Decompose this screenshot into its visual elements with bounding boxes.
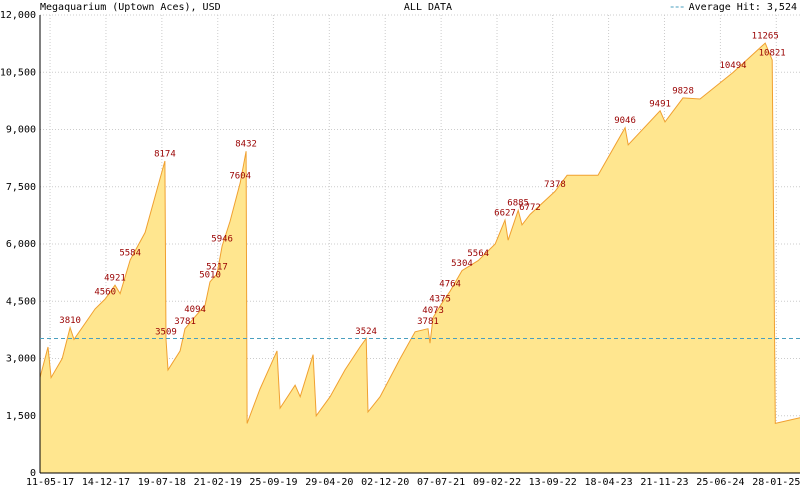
x-tick-label: 21-02-19	[194, 477, 242, 488]
value-label: 3781	[174, 317, 196, 327]
x-tick-label: 21-11-23	[640, 477, 688, 488]
chart-subtitle: ALL DATA	[404, 2, 452, 13]
x-tick-label: 13-09-22	[529, 477, 577, 488]
x-tick-label: 18-04-23	[584, 477, 632, 488]
y-tick-label: 12,000	[0, 10, 36, 21]
value-label: 4921	[104, 274, 126, 284]
value-label: 4764	[439, 280, 461, 290]
x-tick-label: 25-09-19	[249, 477, 297, 488]
x-tick-label: 09-02-22	[473, 477, 521, 488]
legend-value: 3,524	[767, 2, 797, 13]
value-label: 9491	[649, 99, 671, 109]
legend-label: Average Hit:	[689, 2, 761, 13]
value-label: 4560	[94, 287, 116, 297]
value-label: 9046	[614, 116, 636, 126]
value-label: 8174	[154, 150, 176, 160]
value-label: 5010	[199, 270, 221, 280]
y-tick-label: 7,500	[6, 182, 36, 193]
value-label: 6885	[507, 199, 529, 209]
x-tick-label: 02-12-20	[361, 477, 409, 488]
value-label: 5217	[206, 262, 228, 272]
value-label: 5946	[211, 235, 233, 245]
value-label: 5584	[119, 248, 141, 258]
x-tick-label: 07-07-21	[417, 477, 465, 488]
value-label: 3810	[59, 316, 81, 326]
value-label: 10821	[759, 48, 786, 58]
x-tick-label: 25-06-24	[696, 477, 744, 488]
value-label: 5304	[451, 259, 473, 269]
chart-title: Megaquarium (Uptown Aces), USD	[40, 2, 221, 13]
value-label: 9828	[672, 86, 694, 96]
y-tick-label: 3,000	[6, 354, 36, 365]
x-tick-label: 11-05-17	[26, 477, 74, 488]
y-tick-label: 1,500	[6, 411, 36, 422]
value-label: 3524	[355, 327, 377, 337]
value-label: 7378	[544, 180, 566, 190]
value-label: 6772	[519, 203, 541, 213]
value-label: 8432	[235, 140, 257, 150]
y-tick-label: 6,000	[6, 239, 36, 250]
value-label: 3509	[155, 328, 177, 338]
value-label: 10494	[719, 61, 746, 71]
value-label: 4094	[184, 305, 206, 315]
value-label: 3781	[417, 317, 439, 327]
y-tick-label: 0	[30, 468, 36, 479]
y-tick-label: 9,000	[6, 125, 36, 136]
value-label: 5564	[467, 249, 489, 259]
value-label: 4073	[422, 306, 444, 316]
y-tick-label: 10,500	[0, 67, 36, 78]
x-tick-label: 14-12-17	[82, 477, 130, 488]
x-tick-label: 19-07-18	[138, 477, 186, 488]
x-tick-label: 28-01-25	[752, 477, 800, 488]
x-tick-label: 29-04-20	[305, 477, 353, 488]
value-label: 11265	[752, 32, 779, 42]
value-label: 4375	[429, 295, 451, 305]
area	[40, 43, 800, 473]
y-tick-label: 4,500	[6, 296, 36, 307]
value-label: 6627	[494, 209, 516, 219]
line	[39, 42, 800, 425]
value-label: 7604	[229, 171, 251, 181]
